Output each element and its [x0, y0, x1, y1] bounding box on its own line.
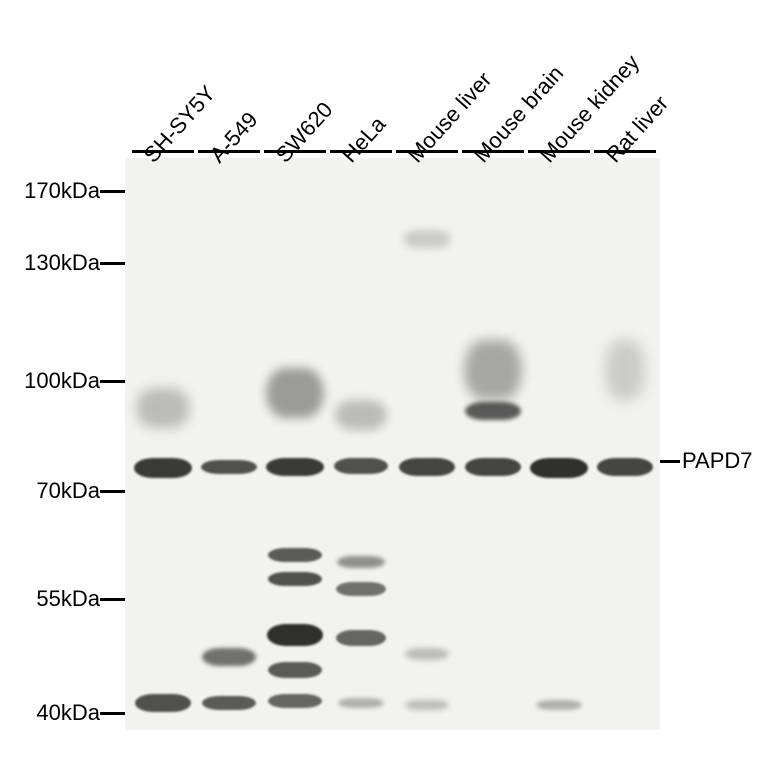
- band: [465, 402, 521, 420]
- band: [536, 700, 582, 710]
- band: [597, 458, 653, 476]
- band: [266, 458, 324, 476]
- mw-label-4: 55kDa: [10, 586, 100, 612]
- band: [202, 648, 256, 666]
- blot-membrane: [125, 158, 660, 730]
- band: [268, 662, 322, 678]
- band: [405, 700, 449, 710]
- band: [201, 460, 257, 474]
- band: [135, 694, 191, 712]
- band: [134, 458, 192, 478]
- band: [336, 630, 386, 646]
- mw-tick-2: [100, 380, 125, 383]
- band: [267, 624, 323, 646]
- mw-tick-1: [100, 262, 125, 265]
- band: [336, 582, 386, 596]
- mw-tick-5: [100, 712, 125, 715]
- mw-label-3: 70kDa: [10, 478, 100, 504]
- band: [465, 458, 521, 476]
- band: [335, 400, 387, 430]
- band: [337, 556, 385, 568]
- band: [268, 694, 322, 708]
- lane-bar-7: [594, 150, 656, 153]
- mw-label-2: 100kDa: [10, 368, 100, 394]
- mw-label-0: 170kDa: [10, 178, 100, 204]
- lane-bar-5: [462, 150, 524, 153]
- mw-label-5: 40kDa: [10, 700, 100, 726]
- band: [268, 572, 322, 586]
- band: [530, 458, 588, 478]
- band: [266, 368, 324, 418]
- lane-bar-1: [198, 150, 260, 153]
- mw-tick-0: [100, 190, 125, 193]
- target-label: PAPD7: [682, 448, 753, 474]
- band: [405, 648, 449, 660]
- band: [136, 388, 190, 428]
- lane-bar-6: [528, 150, 590, 153]
- lane-bar-4: [396, 150, 458, 153]
- target-tick: [660, 460, 680, 463]
- band: [202, 696, 256, 710]
- band: [464, 340, 522, 400]
- western-blot-figure: SH-SY5Y A-549 SW620 HeLa Mouse liver Mou…: [0, 0, 764, 764]
- mw-tick-4: [100, 598, 125, 601]
- band: [334, 458, 388, 474]
- band: [605, 340, 645, 400]
- band: [268, 548, 322, 562]
- lane-bar-2: [264, 150, 326, 153]
- mw-label-1: 130kDa: [10, 250, 100, 276]
- lane-bar-0: [132, 150, 194, 153]
- band: [338, 698, 384, 708]
- lane-bar-3: [330, 150, 392, 153]
- band: [399, 458, 455, 476]
- band: [403, 230, 451, 248]
- mw-tick-3: [100, 490, 125, 493]
